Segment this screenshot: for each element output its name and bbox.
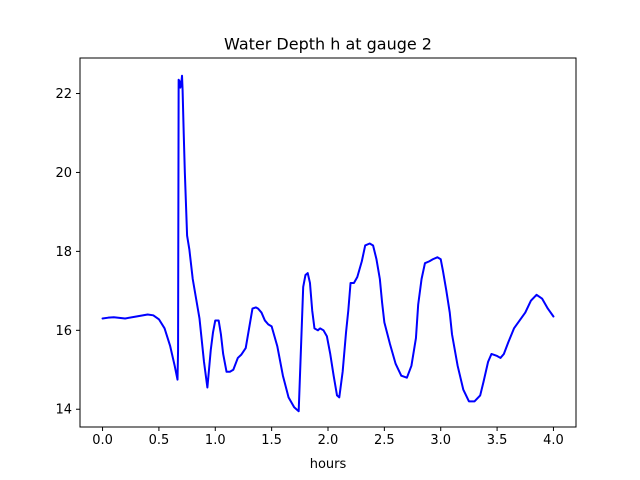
x-axis-ticks: 0.0 0.5 1.0 1.5 2.0 2.5 3.0 3.5 4.0 [92, 427, 564, 448]
x-tick-label: 4.0 [543, 433, 564, 448]
y-tick-label: 16 [55, 324, 72, 339]
y-tick-label: 22 [55, 87, 72, 102]
y-tick-label: 14 [55, 403, 72, 418]
y-axis-ticks: 14 16 18 20 22 [55, 87, 80, 418]
plot-area [80, 58, 576, 427]
x-tick-label: 2.5 [374, 433, 395, 448]
x-tick-label: 3.5 [487, 433, 508, 448]
chart-title: Water Depth h at gauge 2 [224, 35, 432, 54]
x-tick-label: 1.0 [205, 433, 226, 448]
x-axis-label: hours [310, 457, 347, 472]
x-tick-label: 2.0 [318, 433, 339, 448]
y-tick-label: 20 [55, 166, 72, 181]
series-line-0 [101, 74, 555, 413]
x-tick-label: 3.0 [430, 433, 451, 448]
x-tick-label: 1.5 [261, 433, 282, 448]
x-tick-label: 0.5 [149, 433, 170, 448]
series-layer [101, 74, 555, 413]
plot-frame [79, 57, 577, 428]
y-tick-label: 18 [55, 245, 72, 260]
x-tick-label: 0.0 [92, 433, 113, 448]
